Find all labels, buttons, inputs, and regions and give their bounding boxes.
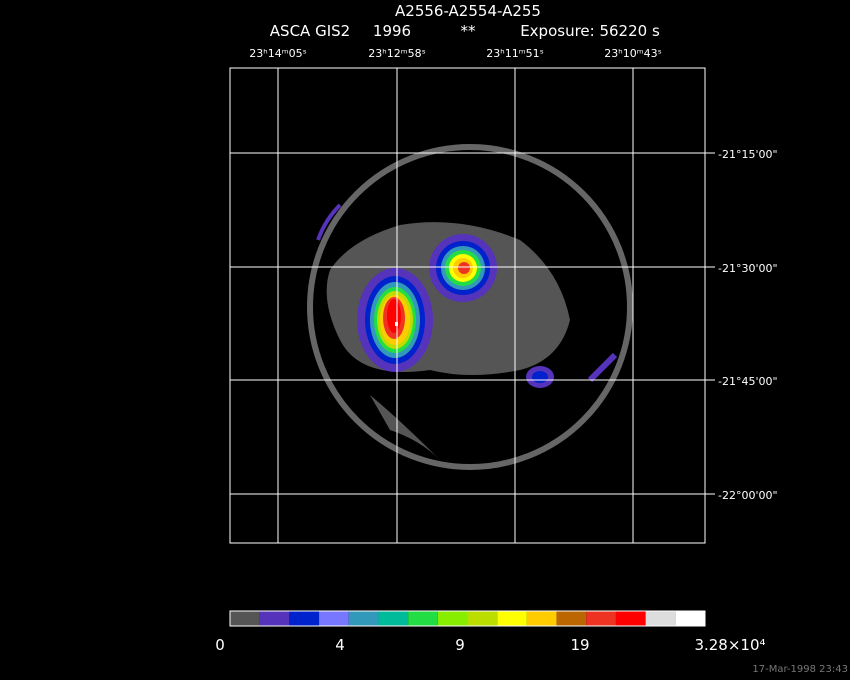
ra-label: 23ʰ10ᵐ43ˢ (604, 47, 661, 60)
coordinate-grid (230, 68, 715, 543)
edge-emission (587, 352, 618, 383)
colorbar-label: 19 (570, 636, 589, 654)
colorbar-swatch (467, 611, 498, 626)
colorbar-label: 0 (215, 636, 225, 654)
colorbar-swatch (645, 611, 676, 626)
colorbar-swatch (675, 611, 705, 626)
dec-label: -21°15'00" (718, 148, 778, 161)
colorbar-swatch (319, 611, 349, 626)
colorbar-swatch (615, 611, 646, 626)
colorbar-frame (229, 610, 706, 627)
colorbar-swatch (526, 611, 557, 626)
colorbar-swatch (378, 611, 409, 626)
colorbar-swatch (289, 611, 320, 626)
colorbar-swatch (437, 611, 468, 626)
dec-label: -22°00'00" (718, 489, 778, 502)
exposure: Exposure: 56220 s (520, 22, 660, 40)
year: 1996 (373, 22, 411, 40)
frame (229, 67, 706, 544)
colorbar-swatch (408, 611, 438, 626)
dec-label: -21°45'00" (718, 375, 778, 388)
cluster-a2556 (429, 234, 497, 302)
timestamp: 17-Mar-1998 23:43 (752, 664, 848, 675)
ra-label: 23ʰ14ᵐ05ˢ (249, 47, 306, 60)
image (307, 144, 633, 470)
edge-emission (316, 203, 342, 241)
dec-label: -21°30'00" (718, 262, 778, 275)
colorbar-label: 9 (455, 636, 465, 654)
colorbar-swatch (586, 611, 616, 626)
colorbar: 0 4 9 19 3.28×10⁴ (215, 610, 766, 654)
instrument: ASCA GIS2 (270, 22, 350, 40)
ra-label: 23ʰ12ᵐ58ˢ (368, 47, 425, 60)
flag: ** (461, 22, 477, 40)
title: A2556-A2554-A255 (395, 2, 541, 20)
colorbar-label: 3.28×10⁴ (694, 636, 765, 654)
colorbar-swatch (497, 611, 527, 626)
colorbar-swatch (259, 611, 290, 626)
field-edge (307, 144, 633, 470)
source-3 (526, 366, 554, 388)
colorbar-swatch (348, 611, 379, 626)
diffuse-emission (370, 395, 440, 460)
colorbar-swatch (230, 611, 260, 626)
colorbar-swatch (556, 611, 587, 626)
ra-label: 23ʰ11ᵐ51ˢ (486, 47, 543, 60)
colorbar-label: 4 (335, 636, 345, 654)
cluster-a2554 (357, 268, 433, 372)
